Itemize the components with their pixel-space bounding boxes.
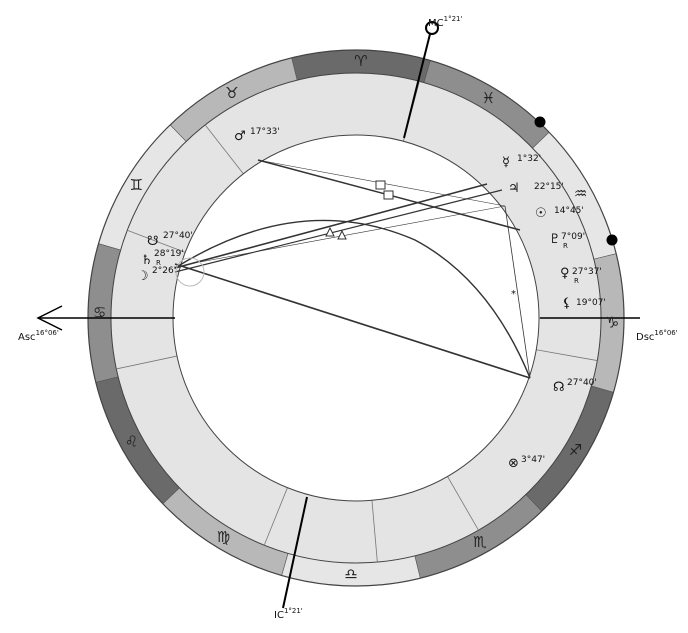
aspect-square — [375, 180, 386, 190]
planet-degree: 27°37' — [572, 267, 602, 277]
angle-degree: 1°21' — [284, 607, 303, 615]
asc-label: Asc16°06' — [18, 329, 59, 343]
sign-glyph: ♋ — [93, 304, 106, 322]
sign-glyph: ♍ — [217, 528, 230, 546]
inner-circle — [172, 134, 540, 502]
planet-glyph: ☽ — [137, 269, 149, 284]
aspect — [174, 189, 503, 273]
angle-name: IC — [274, 610, 284, 621]
planet-glyph: ☿ — [502, 155, 510, 170]
mc-circle — [425, 21, 439, 35]
planet-degree: 27°40' — [163, 231, 193, 241]
ic-label: IC1°21' — [274, 607, 303, 621]
aspect-lines: * — [174, 159, 531, 379]
angle-degree: 16°06' — [36, 329, 59, 337]
aspect — [174, 183, 488, 269]
house-cusp — [371, 500, 378, 563]
planet-degree: 3°47' — [521, 455, 545, 465]
sign-glyph: ♓ — [482, 89, 495, 107]
aspect-square — [383, 190, 394, 200]
angle-degree: 1°21' — [444, 15, 463, 23]
retrograde: R — [156, 259, 161, 267]
angle-name: Dsc — [636, 332, 654, 343]
planet-degree: 17°33' — [250, 127, 280, 137]
asc-arrow — [36, 305, 63, 331]
planet-degree: 22°15' — [534, 182, 564, 192]
planet-glyph: ♇ — [549, 232, 561, 247]
mc-line — [403, 33, 431, 139]
planet-glyph: ⊗ — [508, 456, 519, 471]
house-cusp — [447, 476, 479, 531]
mc-label: MC1°21' — [428, 15, 462, 29]
aspect-sextile: * — [511, 289, 516, 300]
dsc-label: Dsc16°06' — [636, 329, 678, 343]
moon-orb — [175, 257, 205, 287]
angle-degree: 16°06' — [654, 329, 677, 337]
planet-glyph: ♂ — [234, 129, 246, 144]
house-cusp — [536, 349, 598, 361]
planet-degree: 2°26' — [152, 266, 176, 276]
sign-glyph: ♏ — [473, 533, 487, 551]
planet-degree: 27°40' — [567, 378, 597, 388]
planet-degree: 19°07' — [576, 298, 606, 308]
sign-glyph: ♑ — [606, 313, 619, 331]
angle-name: Asc — [18, 332, 36, 343]
sign-glyph: ♌ — [125, 432, 138, 450]
planet-glyph: ♃ — [508, 181, 520, 196]
sign-glyph: ♊ — [130, 176, 143, 194]
retrograde: R — [574, 277, 579, 285]
marker-dot — [534, 116, 546, 128]
planet-degree: 1°32' — [517, 154, 541, 164]
aspect — [174, 219, 531, 379]
labels: ♈ ♉ ♊ ♋ ♌ ♍ ♎ ♏ ♐ ♑ ♒ ♓ ♂ 17°33' ☿ 1°32' ♃ 22°15' ☉ 14°45' ♇… — [93, 52, 619, 583]
house-cusp — [263, 487, 288, 546]
planet-degree: 28°19' — [154, 249, 184, 259]
planet-degree: 14°45' — [554, 206, 584, 216]
marker-dot — [606, 234, 618, 246]
planet-glyph: ♄ — [141, 253, 153, 268]
planet-glyph: ☊ — [553, 380, 565, 395]
house-cusp — [127, 229, 186, 253]
ic-line — [282, 496, 308, 609]
planet-glyph: ☉ — [535, 206, 547, 221]
aspect — [504, 205, 531, 379]
planet-glyph: ⚸ — [562, 296, 572, 311]
retrograde: R — [563, 242, 568, 250]
sign-glyph: ♈ — [354, 52, 367, 70]
planet-degree: 7°09' — [561, 232, 585, 242]
sign-glyph: ♒ — [574, 185, 587, 203]
aspect — [199, 205, 506, 263]
planet-glyph: ☋ — [147, 234, 159, 249]
house-cusp — [204, 124, 244, 175]
sign-glyph: ♉ — [225, 84, 238, 102]
aspect — [174, 263, 531, 379]
sign-glyph: ♎ — [344, 565, 357, 583]
angle-name: MC — [428, 18, 444, 29]
sign-glyph: ♐ — [569, 441, 582, 459]
planet-glyph: ♀ — [560, 266, 570, 281]
house-cusp — [116, 355, 178, 370]
aspect-trine — [337, 229, 347, 240]
angles — [36, 21, 640, 609]
aspect-trine — [325, 226, 335, 237]
